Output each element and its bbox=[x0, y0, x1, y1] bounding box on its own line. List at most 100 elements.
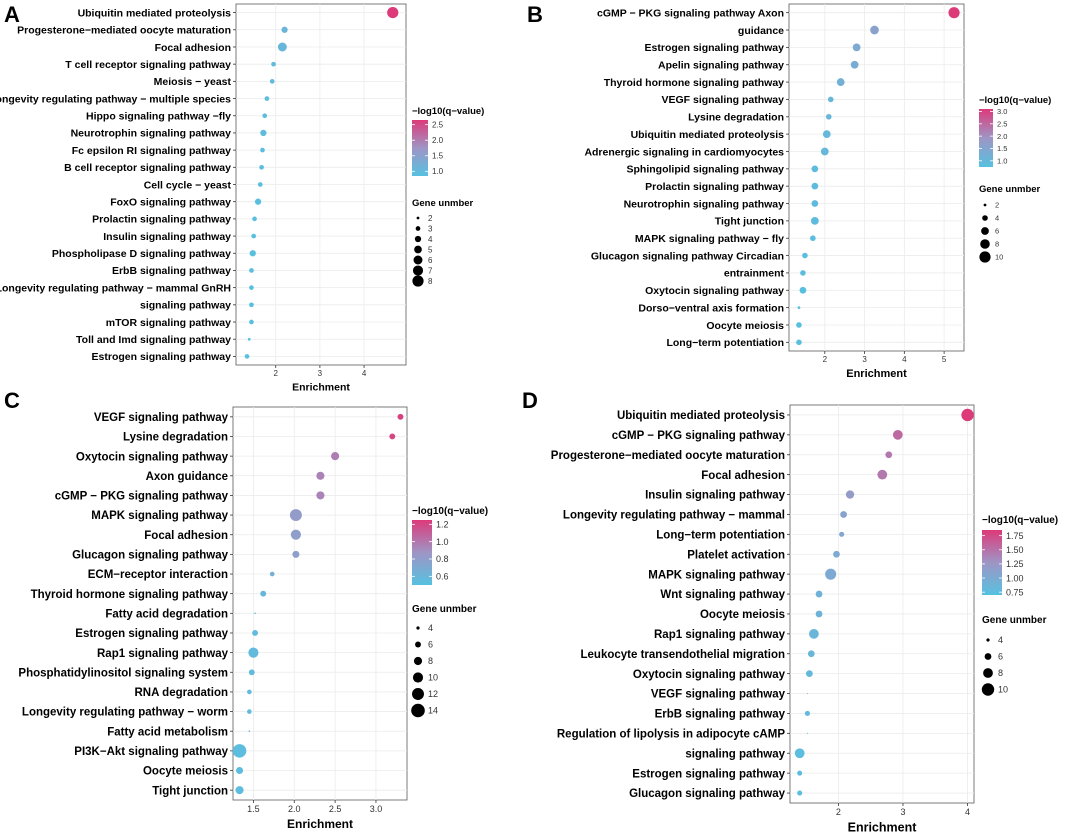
category-label: Ubiquitin mediated proteolysis bbox=[78, 7, 232, 19]
data-point bbox=[260, 590, 267, 597]
category-label: VEGF signaling pathway bbox=[661, 94, 784, 106]
size-legend-dot bbox=[415, 226, 421, 231]
category-label: RNA degradation bbox=[135, 687, 229, 699]
category-label: Axon guidance bbox=[146, 471, 228, 483]
category-label: Rap1 signaling pathway bbox=[654, 629, 786, 641]
data-point bbox=[249, 302, 254, 308]
category-label: Adrenergic signaling in cardiomyocytes bbox=[584, 146, 784, 158]
category-label: signaling pathway bbox=[140, 300, 231, 312]
category-label: Insulin signaling pathway bbox=[103, 231, 231, 243]
category-label: Neurotrophin signaling pathway bbox=[624, 198, 785, 210]
category-label: Glucagon signaling pathway bbox=[72, 550, 229, 562]
category-label: Oocyte meiosis bbox=[700, 609, 785, 621]
size-legend-label: 6 bbox=[428, 256, 433, 265]
category-label: Oocyte meiosis bbox=[706, 320, 784, 332]
color-legend-label: 1.00 bbox=[1006, 573, 1024, 583]
category-label: Oxytocin signaling pathway bbox=[645, 285, 784, 297]
color-legend-label: 1.0 bbox=[432, 167, 444, 176]
data-point bbox=[269, 571, 275, 577]
category-label: Estrogen signaling pathway bbox=[75, 628, 228, 640]
x-axis-title: Enrichment bbox=[848, 821, 918, 835]
panel-d: D 2 3 4 Ubiquitin mediated proteolysis cGMP −… bbox=[522, 388, 1058, 835]
category-label: Prolactin signaling pathway bbox=[645, 181, 784, 193]
color-legend-label: 2.0 bbox=[432, 136, 444, 145]
category-label: entrainment bbox=[724, 268, 785, 280]
category-label: cGMP − PKG signaling pathway bbox=[612, 430, 786, 442]
category-label: Ubiquitin mediated proteolysis bbox=[617, 410, 785, 422]
panel-label: B bbox=[527, 2, 543, 27]
data-point bbox=[885, 451, 893, 459]
x-tick-label: 2 bbox=[836, 807, 841, 817]
x-tick-label: 2 bbox=[823, 355, 828, 364]
data-point bbox=[254, 198, 262, 205]
data-point bbox=[316, 471, 325, 480]
category-label: Thyroid hormone signaling pathway bbox=[31, 589, 229, 601]
data-point bbox=[397, 413, 404, 420]
category-label: PI3K−Akt signaling pathway bbox=[74, 746, 228, 758]
data-point bbox=[840, 511, 847, 518]
data-point bbox=[811, 200, 819, 207]
data-point bbox=[800, 270, 806, 276]
size-legend-dot bbox=[415, 641, 421, 648]
data-point bbox=[833, 550, 840, 558]
data-point bbox=[289, 509, 302, 522]
data-point bbox=[264, 96, 270, 101]
size-legend-dot bbox=[413, 656, 423, 666]
size-legend-label: 14 bbox=[428, 706, 438, 716]
category-label: MAPK signaling pathway bbox=[648, 569, 785, 581]
category-label: Insulin signaling pathway bbox=[645, 490, 786, 502]
x-tick-label: 3.0 bbox=[370, 804, 383, 814]
category-label: Lysine degradation bbox=[123, 432, 228, 444]
category-label: Toll and Imd signaling pathway bbox=[76, 334, 231, 346]
data-point bbox=[796, 339, 802, 346]
size-legend-dot bbox=[979, 251, 991, 263]
data-point bbox=[249, 285, 254, 290]
data-point bbox=[850, 60, 859, 69]
category-label: Oxytocin signaling pathway bbox=[76, 451, 229, 463]
data-point bbox=[892, 429, 903, 440]
data-point bbox=[796, 322, 802, 328]
category-label: Phosphatidylinositol signaling system bbox=[18, 667, 228, 679]
category-label: Wnt signaling pathway bbox=[660, 589, 785, 601]
size-legend-label: 6 bbox=[428, 640, 433, 650]
color-legend-label: 1.25 bbox=[1006, 559, 1024, 569]
size-legend-title: Gene unmber bbox=[412, 198, 474, 209]
data-point bbox=[247, 337, 251, 341]
data-point bbox=[811, 182, 819, 190]
category-label: Glucagon signaling pathway bbox=[629, 788, 786, 800]
data-point bbox=[794, 748, 805, 759]
data-point bbox=[815, 590, 823, 598]
category-label: Progesterone−mediated oocyte maturation bbox=[551, 450, 785, 462]
category-label: Rap1 signaling pathway bbox=[97, 648, 229, 660]
color-legend-label: 1.2 bbox=[436, 520, 449, 530]
data-point bbox=[331, 452, 340, 461]
data-point bbox=[797, 770, 803, 776]
color-legend-label: 1.50 bbox=[1006, 545, 1024, 555]
category-label: guidance bbox=[738, 25, 784, 37]
data-point bbox=[810, 216, 819, 225]
category-label: Oxytocin signaling pathway bbox=[633, 669, 786, 681]
category-label: Estrogen signaling pathway bbox=[632, 768, 785, 780]
category-label: VEGF signaling pathway bbox=[94, 412, 229, 424]
data-point bbox=[248, 647, 259, 658]
panel-c: C 1.5 2.0 2.5 3.0 VEGF signaling pathway Lysin… bbox=[4, 388, 488, 831]
size-legend-dot bbox=[412, 275, 424, 287]
size-legend-label: 12 bbox=[428, 689, 438, 699]
data-point bbox=[387, 6, 399, 19]
data-point bbox=[257, 182, 263, 187]
size-legend-dot bbox=[416, 626, 420, 630]
data-point bbox=[825, 568, 837, 580]
color-legend-label: 3.0 bbox=[997, 107, 1007, 116]
category-label: T cell receptor signaling pathway bbox=[65, 59, 231, 71]
category-label: Sphingolipid signaling pathway bbox=[627, 164, 785, 176]
data-point bbox=[271, 61, 276, 67]
category-label: FoxO signaling pathway bbox=[110, 196, 231, 208]
color-legend-label: 1.0 bbox=[436, 537, 449, 547]
data-point bbox=[809, 628, 819, 639]
data-point bbox=[806, 693, 808, 695]
category-label: Apelin signaling pathway bbox=[658, 60, 784, 72]
data-point bbox=[251, 233, 257, 239]
data-point bbox=[852, 43, 861, 52]
category-label: Focal adhesion bbox=[701, 470, 785, 482]
category-label: Neurotrophin signaling pathway bbox=[71, 128, 232, 140]
